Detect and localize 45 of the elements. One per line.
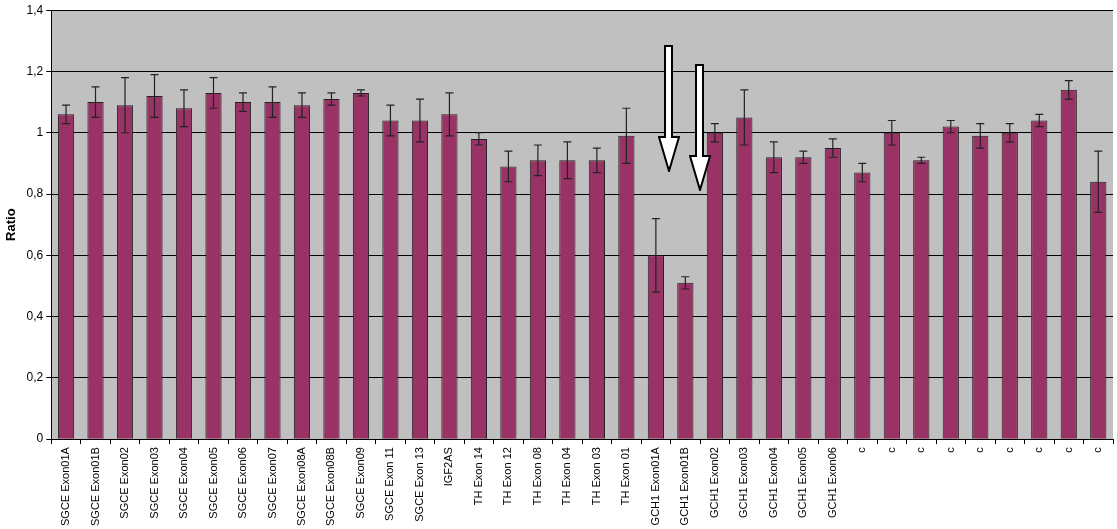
x-tick-label: SGCE Exon05: [206, 447, 219, 519]
x-tick-label: SGCE Exon08A: [295, 446, 307, 526]
x-tick-label: c: [1091, 446, 1104, 453]
x-tick-label: c: [973, 446, 986, 453]
x-tick-label: SGCE Exon02: [118, 447, 131, 519]
x-tick-label: GCH1 Exon01A: [648, 446, 661, 526]
x-tick-label: TH Exon 14: [471, 447, 484, 506]
x-tick-label: GCH1 Exon06: [825, 447, 838, 519]
x-tick-label: GCH1 Exon03: [737, 447, 750, 519]
x-tick-label: GCH1 Exon05: [796, 447, 809, 519]
x-tick-label: SGCE Exon 11: [383, 447, 396, 521]
x-tick-label: TH Exon 01: [619, 447, 632, 506]
x-tick-label: TH Exon 03: [589, 447, 602, 506]
x-tick-label: GCH1 Exon02: [707, 447, 720, 519]
x-tick-label: SGCE Exon01B: [88, 447, 101, 526]
x-tick-label: GCH1 Exon01B: [678, 447, 691, 526]
y-tick-label: 1,4: [26, 2, 44, 17]
y-tick-label: 0,4: [26, 308, 44, 323]
x-tick-label: c: [855, 446, 868, 453]
y-axis-title: Ratio: [3, 208, 19, 241]
x-tick-label: SGCE Exon08B: [324, 447, 337, 526]
y-tick-label: 0,8: [26, 186, 44, 201]
x-tick-label: SGCE Exon 13: [412, 447, 425, 522]
x-tick-label: GCH1 Exon04: [766, 447, 779, 519]
y-tick-label: 1: [36, 125, 44, 140]
x-tick-label: SGCE Exon06: [236, 447, 249, 519]
y-tick-label: 0,6: [26, 247, 44, 262]
x-tick-label: SGCE Exon03: [147, 447, 160, 519]
y-tick-label: 0: [36, 431, 44, 446]
x-tick-label: IGF2AS: [442, 447, 455, 487]
x-tick-label: SGCE Exon01A: [59, 446, 72, 526]
x-tick-label: c: [1061, 446, 1074, 453]
x-tick-label: c: [1032, 446, 1045, 453]
x-tick-label: c: [943, 446, 956, 453]
x-tick-label: SGCE Exon09: [353, 447, 366, 519]
x-tick-label: SGCE Exon04: [177, 447, 190, 519]
x-tick-label: SGCE Exon07: [265, 447, 278, 519]
x-tick-label: TH Exon 12: [501, 447, 514, 506]
x-tick-label: c: [914, 446, 927, 453]
x-tick-label: TH Exon 08: [530, 447, 543, 506]
x-tick-label: c: [884, 446, 897, 453]
x-tick-label: c: [1002, 446, 1015, 453]
y-tick-label: 0,2: [26, 370, 44, 385]
y-tick-label: 1,2: [26, 63, 44, 78]
x-tick-label: TH Exon 04: [560, 447, 573, 506]
